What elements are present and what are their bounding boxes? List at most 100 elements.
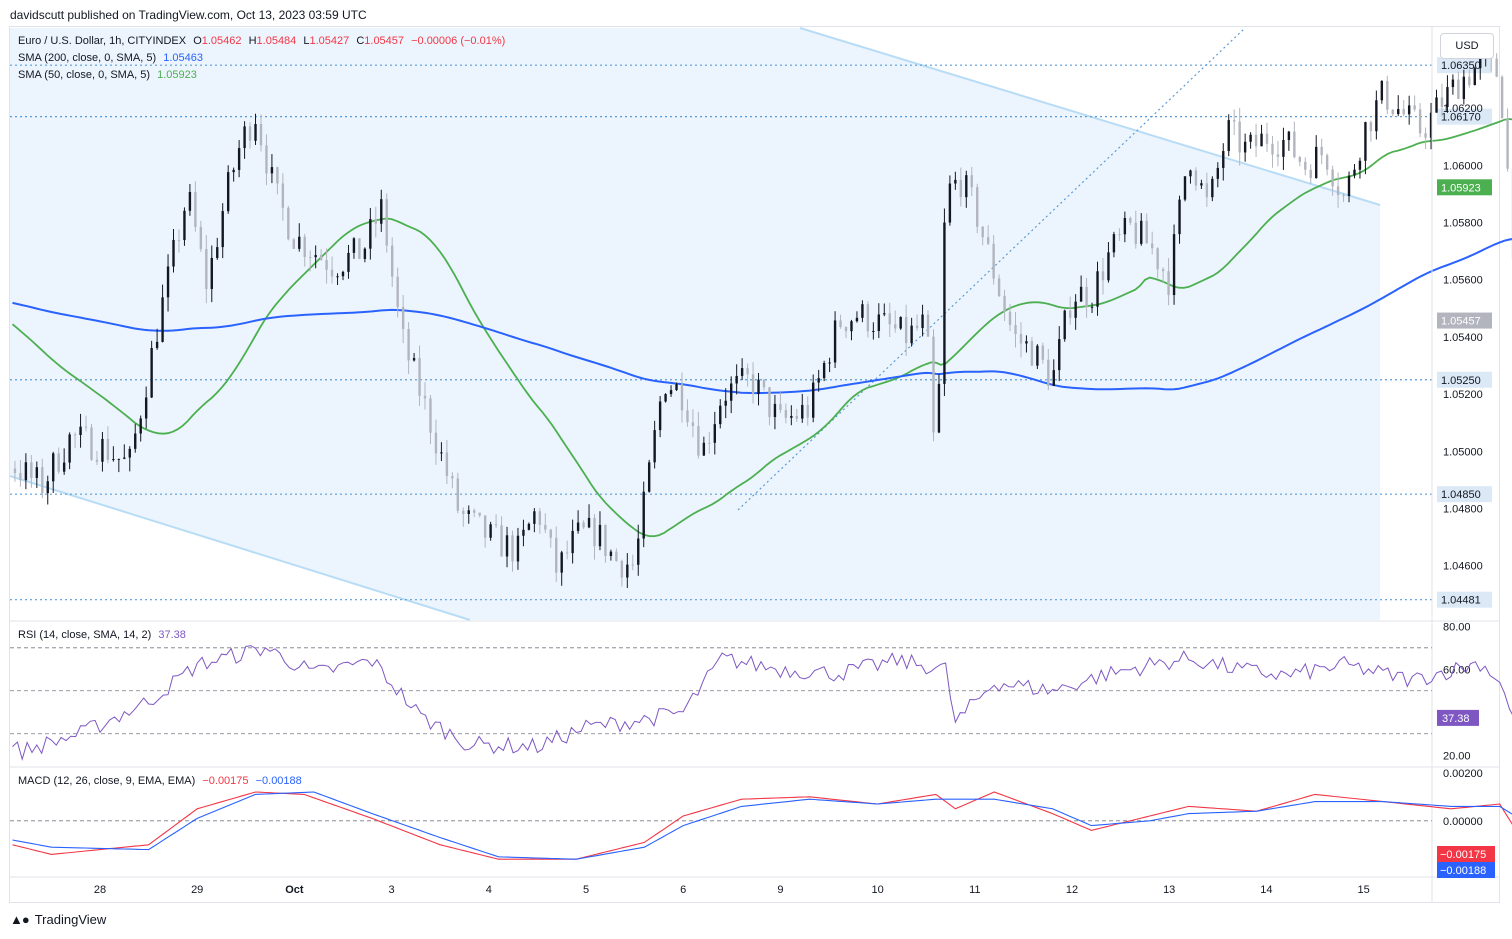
candle-body bbox=[30, 462, 33, 478]
sma200-line bbox=[12, 238, 1512, 395]
candle-body bbox=[828, 362, 831, 364]
change-value: −0.00006 (−0.01%) bbox=[411, 35, 506, 47]
candle-body bbox=[1446, 87, 1449, 108]
candle-body bbox=[330, 269, 334, 277]
candle-body bbox=[954, 179, 957, 184]
candle-body bbox=[1014, 324, 1017, 334]
candle-body bbox=[259, 123, 263, 146]
candle-body bbox=[522, 529, 525, 536]
candle-body bbox=[1315, 146, 1318, 178]
candle-body bbox=[1287, 131, 1291, 141]
candle-body bbox=[451, 476, 454, 479]
candle-body bbox=[407, 329, 410, 361]
candle-body bbox=[347, 252, 350, 272]
price-badge-label: 1.05923 bbox=[1441, 182, 1481, 194]
candle-body bbox=[822, 363, 826, 379]
candle-body bbox=[855, 317, 859, 322]
price-badge bbox=[1437, 312, 1492, 329]
price-tick-label: 1.05800 bbox=[1443, 217, 1483, 229]
candle-body bbox=[981, 226, 984, 238]
candle-body bbox=[369, 219, 372, 249]
time-tick-label: 11 bbox=[969, 884, 980, 896]
candle-body bbox=[1156, 248, 1159, 270]
candle-body bbox=[177, 239, 181, 241]
candle-body bbox=[1008, 311, 1012, 325]
candle-body bbox=[1298, 157, 1302, 162]
candle-body bbox=[910, 325, 913, 344]
level-badge-label: 1.06170 bbox=[1441, 112, 1481, 124]
candle-body bbox=[1457, 79, 1460, 100]
candle-body bbox=[1243, 141, 1247, 153]
candle-body bbox=[1418, 109, 1422, 134]
candle-body bbox=[801, 404, 804, 419]
candle-body bbox=[150, 347, 153, 398]
candle-body bbox=[237, 148, 241, 170]
candle-body bbox=[997, 278, 1001, 296]
candle-body bbox=[1304, 161, 1307, 170]
candle-body bbox=[57, 453, 60, 472]
candle-body bbox=[593, 517, 596, 547]
candle-body bbox=[265, 145, 268, 174]
candle-body bbox=[626, 564, 629, 578]
candle-body bbox=[1402, 109, 1405, 115]
candle-body bbox=[1063, 310, 1066, 340]
sma50-legend: SMA (50, close, 0, SMA, 5) 1.05923 bbox=[18, 69, 201, 81]
price-tick-label: 1.04800 bbox=[1443, 503, 1483, 515]
candle-body bbox=[757, 379, 760, 395]
candle-body bbox=[1003, 295, 1006, 312]
candle-body bbox=[117, 458, 121, 460]
candle-body bbox=[489, 524, 492, 538]
candle-body bbox=[544, 524, 547, 530]
candle-body bbox=[1380, 80, 1384, 101]
candle-body bbox=[281, 183, 285, 208]
candle-body bbox=[1282, 140, 1285, 157]
candle-body bbox=[899, 316, 902, 329]
candle-body bbox=[751, 374, 755, 395]
currency-button[interactable]: USD bbox=[1440, 33, 1494, 59]
candle-body bbox=[986, 237, 990, 244]
time-tick-label: 28 bbox=[94, 884, 106, 896]
candle-body bbox=[1145, 220, 1148, 244]
candle-body bbox=[144, 397, 148, 419]
candle-body bbox=[883, 313, 886, 315]
candle-body bbox=[615, 551, 618, 561]
macd-value: −0.00175 bbox=[202, 775, 249, 787]
price-badge bbox=[1437, 179, 1492, 196]
candle-body bbox=[1347, 175, 1351, 197]
candle-body bbox=[937, 383, 941, 433]
sma50-value: 1.05923 bbox=[157, 69, 197, 81]
candle-body bbox=[713, 424, 716, 443]
tradingview-brand[interactable]: ▲● TradingView bbox=[10, 912, 106, 927]
candle-body bbox=[697, 426, 700, 456]
candle-body bbox=[1364, 122, 1367, 161]
candle-body bbox=[653, 430, 656, 463]
candle-body bbox=[587, 517, 591, 528]
candle-body bbox=[1479, 55, 1482, 69]
candle-body bbox=[1293, 131, 1296, 158]
candle-body bbox=[494, 524, 498, 526]
candle-body bbox=[41, 467, 44, 494]
candle-body bbox=[1074, 301, 1077, 318]
candle-body bbox=[95, 459, 99, 462]
candle-body bbox=[511, 535, 514, 562]
candle-body bbox=[79, 426, 82, 436]
candle-body bbox=[746, 368, 749, 375]
candle-body bbox=[872, 331, 875, 333]
time-tick-label: 6 bbox=[680, 884, 686, 896]
candle-body bbox=[396, 276, 399, 308]
macd-badge bbox=[1437, 862, 1495, 878]
candle-body bbox=[1260, 133, 1263, 147]
candle-body bbox=[1342, 195, 1345, 197]
candle-body bbox=[216, 247, 219, 258]
candle-body bbox=[1265, 133, 1269, 144]
candle-body bbox=[385, 199, 388, 246]
time-tick-label: 10 bbox=[871, 884, 883, 896]
candle-body bbox=[1041, 345, 1045, 360]
candle-body bbox=[1058, 339, 1061, 371]
time-tick-label: Oct bbox=[285, 884, 304, 896]
candle-body bbox=[1079, 286, 1083, 302]
candle-body bbox=[866, 304, 870, 332]
candle-body bbox=[172, 239, 175, 267]
candle-body bbox=[833, 320, 837, 363]
